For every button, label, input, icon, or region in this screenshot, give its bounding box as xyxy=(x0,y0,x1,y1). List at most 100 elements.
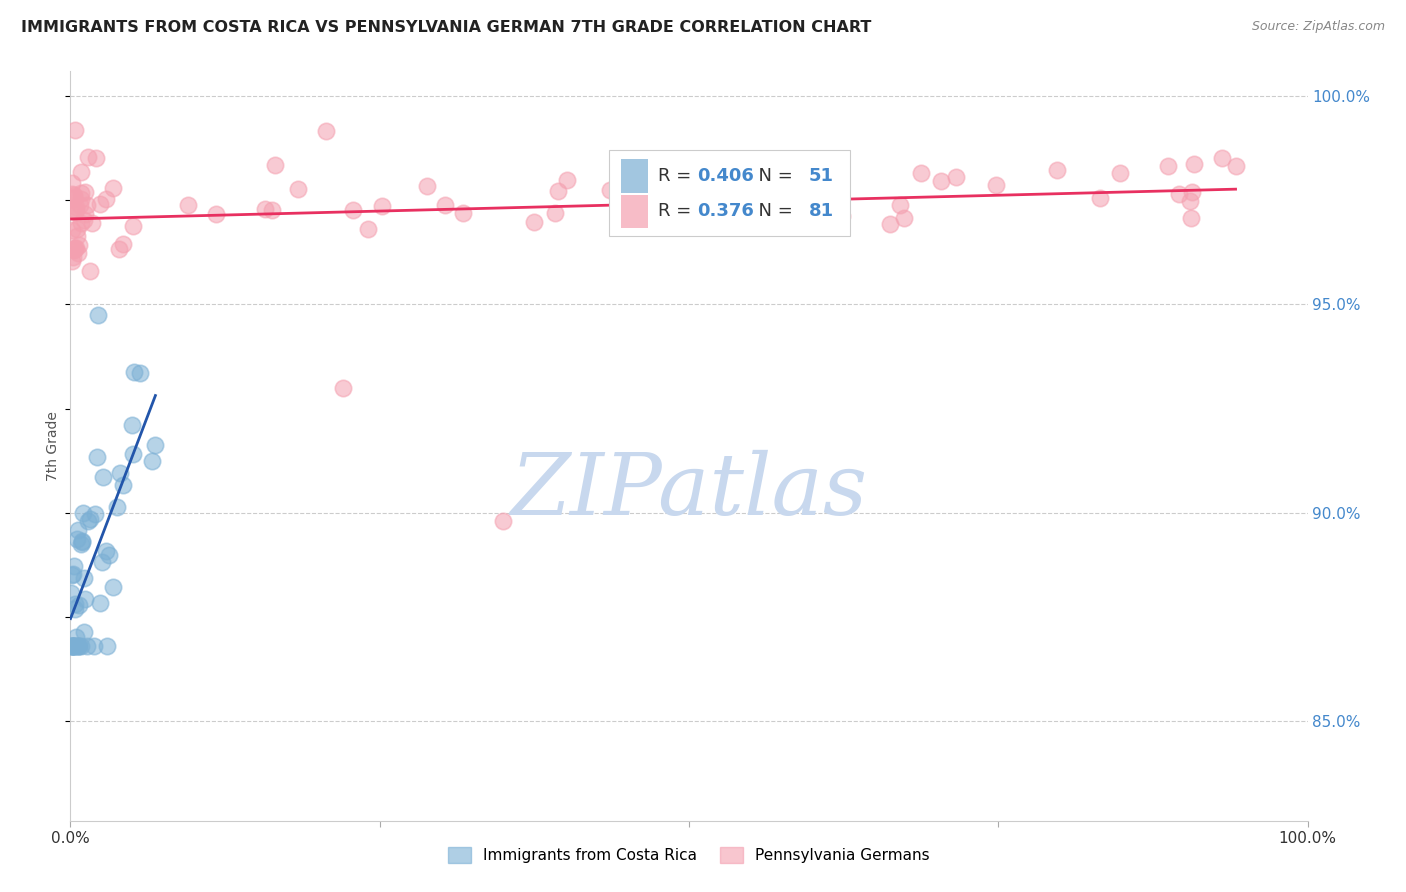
Point xyxy=(287,182,309,196)
Point xyxy=(83,639,105,653)
Point xyxy=(96,544,118,558)
Point xyxy=(60,192,83,206)
Point xyxy=(63,639,86,653)
Point xyxy=(129,367,152,381)
Point xyxy=(67,598,90,612)
Point xyxy=(1211,151,1233,165)
Point xyxy=(63,123,86,137)
Point xyxy=(60,223,83,237)
Point xyxy=(110,467,132,481)
Point xyxy=(105,500,128,514)
Point xyxy=(86,450,108,464)
Point xyxy=(121,418,143,433)
Point xyxy=(141,454,163,468)
Point xyxy=(63,242,86,256)
Point xyxy=(91,470,114,484)
Point xyxy=(555,172,578,186)
FancyBboxPatch shape xyxy=(609,150,849,236)
Point xyxy=(544,205,567,219)
Text: 51: 51 xyxy=(808,168,834,186)
Text: 0.376: 0.376 xyxy=(697,202,755,220)
Point xyxy=(433,198,456,212)
Point xyxy=(75,591,97,606)
Point xyxy=(70,192,93,206)
Point xyxy=(889,198,911,212)
Point xyxy=(63,558,86,573)
Point xyxy=(945,169,967,184)
Point xyxy=(70,534,93,549)
Point xyxy=(69,165,91,179)
Text: R =: R = xyxy=(658,202,697,220)
Point xyxy=(60,639,83,653)
Text: Source: ZipAtlas.com: Source: ZipAtlas.com xyxy=(1251,20,1385,33)
Point xyxy=(60,253,83,268)
Point xyxy=(790,191,813,205)
Point xyxy=(75,206,97,220)
Point xyxy=(254,202,277,217)
Point xyxy=(451,206,474,220)
Point xyxy=(60,639,83,653)
Text: IMMIGRANTS FROM COSTA RICA VS PENNSYLVANIA GERMAN 7TH GRADE CORRELATION CHART: IMMIGRANTS FROM COSTA RICA VS PENNSYLVAN… xyxy=(21,20,872,35)
Point xyxy=(79,512,101,526)
Point xyxy=(879,217,901,231)
Point xyxy=(108,242,131,256)
Point xyxy=(63,243,86,257)
Point xyxy=(1225,159,1247,173)
Point xyxy=(332,381,354,395)
Point xyxy=(523,215,546,229)
Point xyxy=(66,523,89,537)
Point xyxy=(547,184,569,198)
Point xyxy=(63,597,86,611)
Point xyxy=(1168,187,1191,202)
Point xyxy=(264,158,287,172)
Bar xyxy=(621,160,648,193)
Text: ZIPatlas: ZIPatlas xyxy=(510,450,868,533)
Point xyxy=(75,185,97,199)
Point xyxy=(69,198,91,212)
Point xyxy=(60,639,83,653)
Point xyxy=(76,639,98,653)
Point xyxy=(260,202,283,217)
Point xyxy=(741,166,763,180)
Point xyxy=(1180,211,1202,225)
Point xyxy=(768,213,790,227)
Point xyxy=(73,624,96,639)
Point xyxy=(761,197,783,211)
Point xyxy=(145,438,167,452)
Bar xyxy=(621,194,648,228)
Point xyxy=(76,198,98,212)
Point xyxy=(67,246,90,260)
Point xyxy=(357,222,380,236)
Point xyxy=(73,571,96,585)
Point xyxy=(69,537,91,551)
Point xyxy=(63,602,86,616)
Point xyxy=(124,365,146,379)
Point xyxy=(70,639,93,653)
Point xyxy=(66,532,89,546)
Point xyxy=(89,596,111,610)
Point xyxy=(1046,162,1069,177)
Point xyxy=(69,216,91,230)
Point xyxy=(89,197,111,211)
Point xyxy=(492,514,515,528)
Point xyxy=(73,213,96,227)
Point xyxy=(77,150,100,164)
Point xyxy=(63,241,86,255)
Point xyxy=(1181,185,1204,199)
Point xyxy=(66,639,89,653)
Point xyxy=(84,151,107,165)
Point xyxy=(62,639,84,653)
Text: 81: 81 xyxy=(808,202,834,220)
Text: N =: N = xyxy=(747,202,799,220)
Text: R =: R = xyxy=(658,168,697,186)
Point xyxy=(94,192,117,206)
Point xyxy=(1180,194,1202,208)
Text: N =: N = xyxy=(747,168,799,186)
Point xyxy=(63,204,86,219)
Point xyxy=(91,556,114,570)
Point xyxy=(1157,159,1180,173)
Point xyxy=(63,639,86,653)
Point xyxy=(831,209,853,223)
Point xyxy=(929,174,952,188)
Point xyxy=(65,639,87,653)
